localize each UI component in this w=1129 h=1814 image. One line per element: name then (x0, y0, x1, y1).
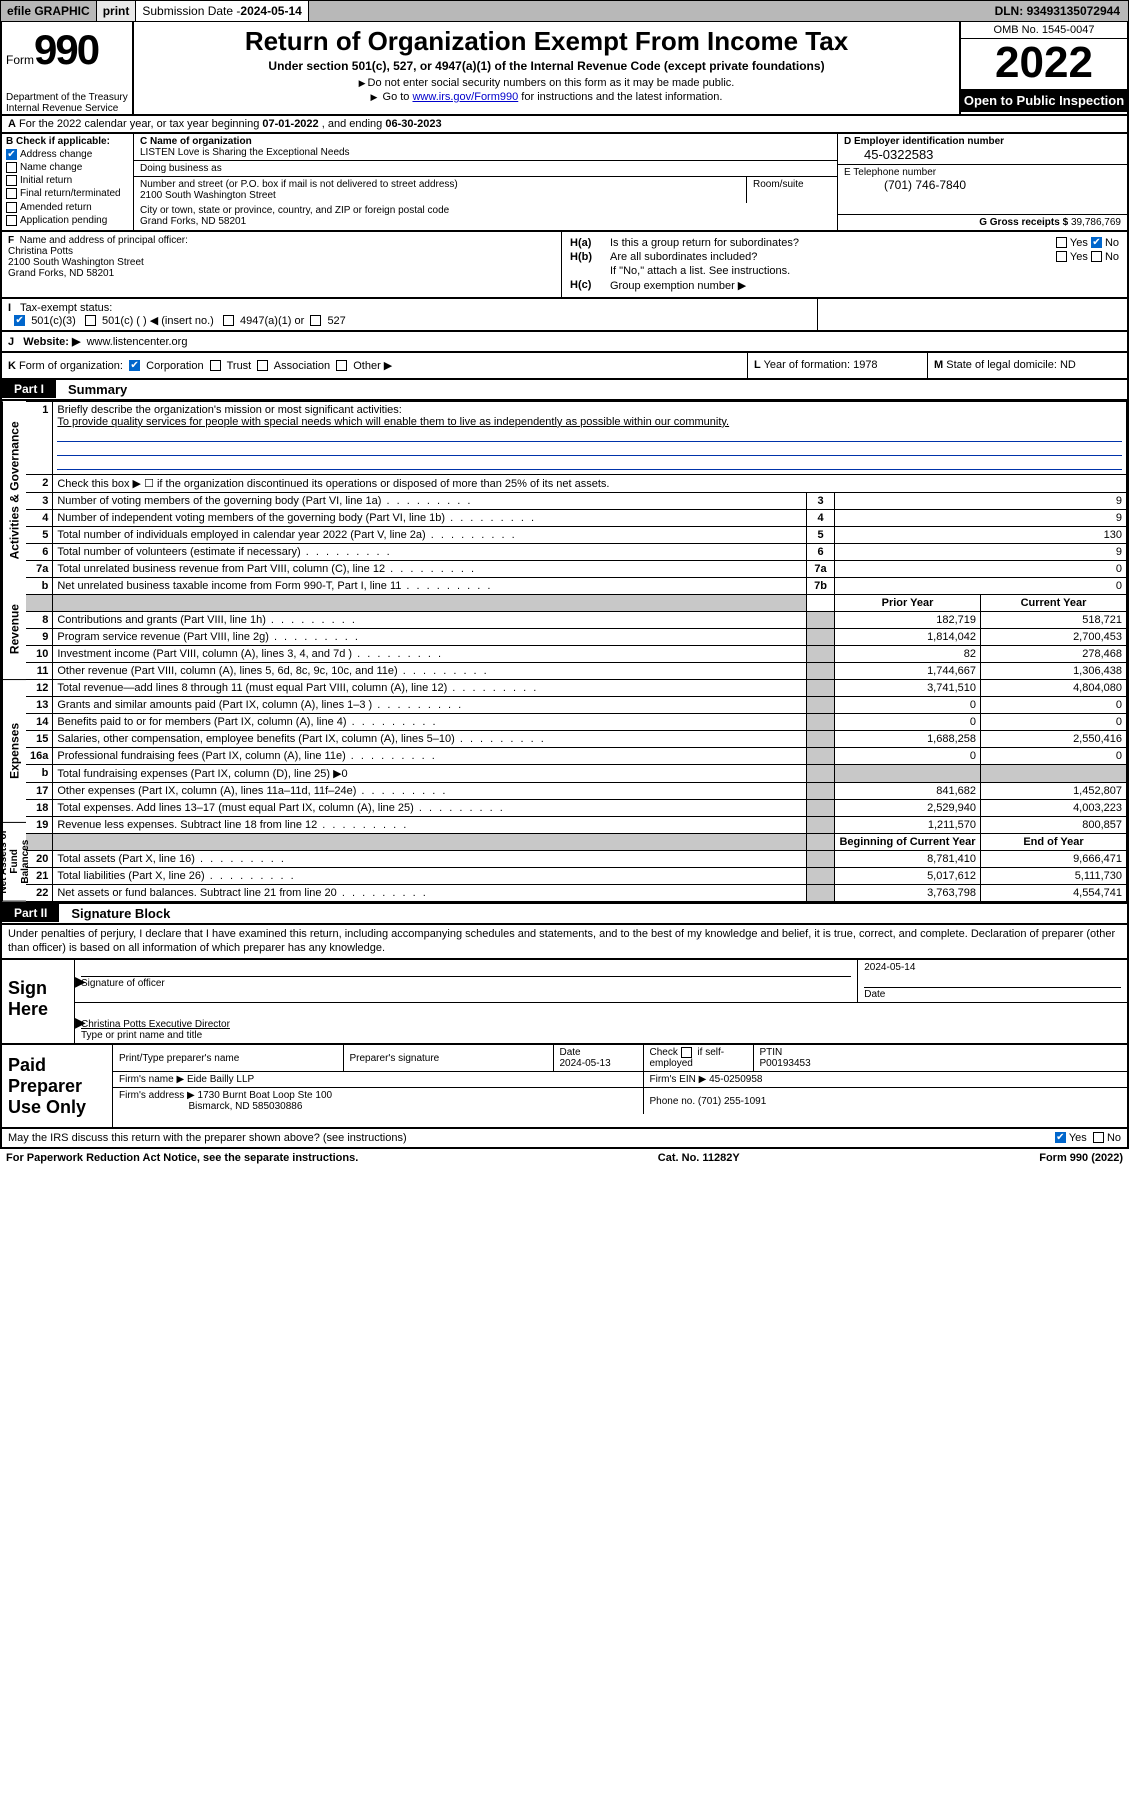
efile-bar: efile GRAPHIC print Submission Date - 20… (0, 0, 1129, 22)
section-f: F Name and address of principal officer:… (2, 232, 562, 297)
summary-table: Activities & Governance Revenue Expenses… (0, 401, 1129, 904)
tax-year: 2022 (961, 39, 1127, 90)
section-fh: F Name and address of principal officer:… (0, 232, 1129, 299)
section-h: H(a) Is this a group return for subordin… (562, 232, 1127, 297)
print-button[interactable]: print (97, 1, 137, 21)
ein: 45-0322583 (844, 147, 1121, 162)
checkbox-initial-return[interactable]: Initial return (6, 175, 129, 186)
form-number: Form 990 (6, 26, 128, 74)
gross-receipts: 39,786,769 (1071, 217, 1121, 228)
open-public-badge: Open to Public Inspection (961, 90, 1127, 112)
efile-label: efile GRAPHIC (1, 1, 97, 21)
section-c: C Name of organization LISTEN Love is Sh… (134, 134, 837, 230)
paid-preparer-block: Paid Preparer Use Only Print/Type prepar… (0, 1045, 1129, 1129)
prep-date: 2024-05-13 (560, 1058, 611, 1069)
city-state-zip: Grand Forks, ND 58201 (140, 216, 246, 227)
dept-treasury: Department of the Treasury Internal Reve… (6, 92, 128, 114)
subtitle-1: Under section 501(c), 527, or 4947(a)(1)… (140, 59, 953, 73)
signature-declaration: Under penalties of perjury, I declare th… (0, 925, 1129, 961)
omb-number: OMB No. 1545-0047 (961, 22, 1127, 39)
section-a: A For the 2022 calendar year, or tax yea… (0, 116, 1129, 134)
mission-text: To provide quality services for people w… (57, 416, 729, 428)
form-title: Return of Organization Exempt From Incom… (140, 26, 953, 57)
sign-date: 2024-05-14 (864, 962, 915, 973)
signer-name: Christina Potts Executive Director (81, 1019, 230, 1030)
ptin: P00193453 (760, 1058, 811, 1069)
sign-here-block: Sign Here Signature of officer 2024-05-1… (0, 960, 1129, 1045)
form-header: Form 990 Department of the Treasury Inte… (0, 22, 1129, 116)
subtitle-3: Go to www.irs.gov/Form990 for instructio… (140, 91, 953, 103)
firm-ein: 45-0250958 (709, 1074, 762, 1085)
section-ij: I Tax-exempt status: ✔ 501(c)(3) 501(c) … (0, 299, 1129, 332)
section-k: K Form of organization: ✔ Corporation Tr… (2, 353, 747, 378)
dln: DLN: 93493135072944 (987, 4, 1128, 18)
firm-phone: (701) 255-1091 (698, 1096, 766, 1107)
section-j: J Website: ▶ www.listencenter.org (0, 332, 1129, 353)
firm-name: Eide Bailly LLP (187, 1074, 254, 1085)
checkbox-address-change[interactable]: ✔Address change (6, 149, 129, 160)
submission-date: Submission Date - 2024-05-14 (136, 1, 308, 21)
part-2-header: Part II Signature Block (0, 904, 1129, 925)
page-footer: For Paperwork Reduction Act Notice, see … (0, 1149, 1129, 1167)
website: www.listencenter.org (87, 336, 188, 348)
street-address: 2100 South Washington Street (140, 190, 276, 201)
section-bcd: B Check if applicable: ✔Address changeNa… (0, 134, 1129, 232)
part-1-header: Part I Summary (0, 380, 1129, 401)
header-title-block: Return of Organization Exempt From Incom… (134, 22, 959, 114)
section-l: L Year of formation: 1978 (747, 353, 927, 378)
discuss-with-preparer: May the IRS discuss this return with the… (0, 1129, 1129, 1149)
subtitle-2: Do not enter social security numbers on … (140, 77, 953, 89)
section-m: M State of legal domicile: ND (927, 353, 1127, 378)
section-b: B Check if applicable: ✔Address changeNa… (2, 134, 134, 230)
section-klm: K Form of organization: ✔ Corporation Tr… (0, 353, 1129, 380)
header-left: Form 990 Department of the Treasury Inte… (2, 22, 134, 114)
checkbox-name-change[interactable]: Name change (6, 162, 129, 173)
checkbox-amended-return[interactable]: Amended return (6, 202, 129, 213)
checkbox-final-return-terminated[interactable]: Final return/terminated (6, 188, 129, 199)
telephone: (701) 746-7840 (844, 178, 1121, 192)
header-right: OMB No. 1545-0047 2022 Open to Public In… (959, 22, 1127, 114)
officer-name: Christina Potts (8, 246, 73, 257)
irs-link[interactable]: www.irs.gov/Form990 (412, 91, 518, 103)
org-name: LISTEN Love is Sharing the Exceptional N… (140, 147, 350, 158)
section-i: I Tax-exempt status: ✔ 501(c)(3) 501(c) … (2, 299, 817, 330)
summary-side-labels: Activities & Governance Revenue Expenses… (2, 401, 26, 902)
section-d: D Employer identification number 45-0322… (837, 134, 1127, 230)
checkbox-application-pending[interactable]: Application pending (6, 215, 129, 226)
